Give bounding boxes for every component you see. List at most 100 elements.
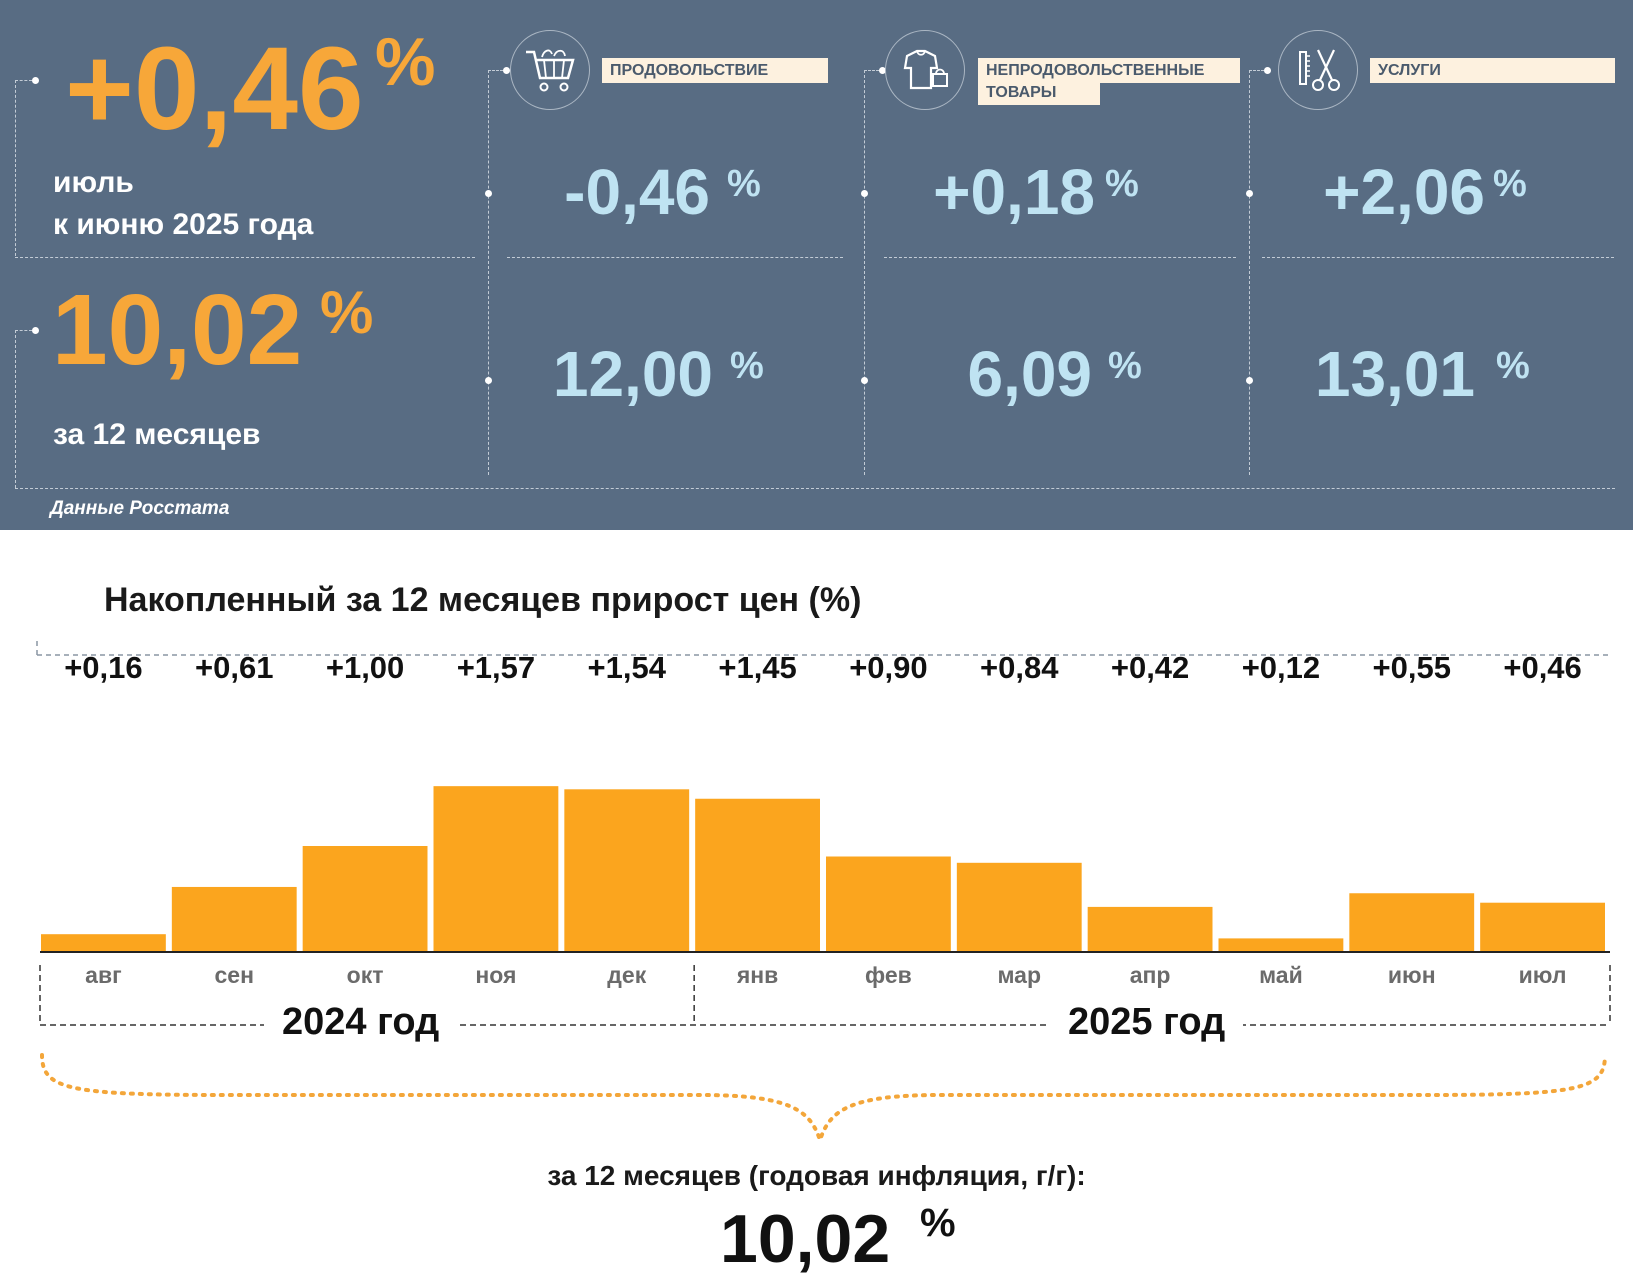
annual-footer-label: за 12 месяцев (годовая инфляция, г/г): bbox=[547, 1160, 1086, 1191]
bar-авг bbox=[41, 934, 166, 951]
marker-dot bbox=[1246, 190, 1253, 197]
value-label-апр: +0,42 bbox=[1111, 650, 1189, 685]
month-label-июл: июл bbox=[1519, 962, 1567, 988]
food-annual-unit: % bbox=[730, 345, 764, 387]
bars-group bbox=[41, 786, 1605, 951]
marker-dot bbox=[503, 67, 510, 74]
bar-сен bbox=[171, 886, 297, 951]
services-annual-value: 13,01 bbox=[1314, 338, 1475, 410]
value-label-авг: +0,16 bbox=[64, 650, 142, 685]
bar-фев bbox=[826, 856, 951, 951]
shopping-cart-icon bbox=[510, 30, 590, 110]
value-label-ноя: +1,57 bbox=[457, 650, 535, 685]
frame-line bbox=[488, 70, 503, 71]
category-label-services: УСЛУГИ bbox=[1370, 58, 1615, 83]
month-label-сен: сен bbox=[215, 962, 254, 988]
month-label-апр: апр bbox=[1130, 962, 1171, 988]
annual-brace bbox=[40, 1053, 1607, 1147]
bar-дек bbox=[564, 789, 690, 951]
frame-line bbox=[884, 257, 1236, 258]
monthly-inflation-bar-chart: +0,16 +0,61 +1,00 +1,57 +1,54 +1,45 +0,90 +0,84… bbox=[36, 640, 1611, 1147]
summary-panel: +0,46 % июль к июню 2025 года 10,02 % за… bbox=[0, 0, 1633, 530]
month-label-фев: фев bbox=[865, 962, 912, 988]
value-label-мар: +0,84 bbox=[980, 650, 1059, 685]
month-label-май: май bbox=[1259, 962, 1303, 988]
frame-line bbox=[864, 70, 879, 71]
frame-line bbox=[15, 330, 16, 488]
column-divider bbox=[488, 70, 489, 475]
marker-dot bbox=[32, 327, 39, 334]
marker-dot bbox=[861, 377, 868, 384]
bar-июл bbox=[1480, 902, 1605, 951]
frame-line bbox=[15, 257, 475, 258]
services-monthly-value: +2,06 bbox=[1323, 156, 1485, 228]
annual-inflation-unit: % bbox=[320, 279, 374, 346]
year-label-2025: 2025 год bbox=[1050, 1003, 1244, 1041]
value-label-май: +0,12 bbox=[1242, 650, 1320, 685]
chart-title: Накопленный за 12 месяцев прирост цен (%… bbox=[104, 581, 862, 619]
month-labels-group: авг сен окт ноя дек янв фев мар апр май июн июл bbox=[85, 962, 1566, 988]
monthly-caption-line1: июль bbox=[53, 166, 134, 199]
marker-dot bbox=[879, 67, 886, 74]
annual-footer-value: 10,02 bbox=[720, 1201, 891, 1277]
services-monthly-unit: % bbox=[1493, 163, 1527, 205]
column-divider bbox=[1249, 70, 1250, 475]
month-label-окт: окт bbox=[347, 962, 384, 988]
frame-line bbox=[15, 80, 32, 81]
monthly-inflation-unit: % bbox=[375, 24, 436, 100]
bar-май bbox=[1218, 938, 1344, 951]
category-label-nonfood: НЕПРОДОВОЛЬСТВЕННЫЕ bbox=[978, 58, 1240, 83]
frame-line bbox=[15, 330, 32, 331]
month-label-авг: авг bbox=[85, 962, 122, 988]
frame-line bbox=[15, 488, 1615, 489]
services-annual-unit: % bbox=[1496, 345, 1530, 387]
scissors-comb-icon bbox=[1278, 30, 1358, 110]
value-label-июл: +0,46 bbox=[1503, 650, 1581, 685]
bar-ноя bbox=[433, 786, 559, 951]
nonfood-annual-value: 6,09 bbox=[967, 338, 1092, 410]
month-label-мар: мар bbox=[997, 962, 1041, 988]
nonfood-monthly-unit: % bbox=[1105, 163, 1139, 205]
category-label-nonfood-line2-box: ТОВАРЫ bbox=[978, 80, 1100, 105]
marker-dot bbox=[1264, 67, 1271, 74]
marker-dot bbox=[485, 190, 492, 197]
value-label-фев: +0,90 bbox=[849, 650, 927, 685]
bar-мар bbox=[956, 862, 1082, 951]
value-label-июн: +0,55 bbox=[1373, 650, 1451, 685]
value-label-окт: +1,00 bbox=[326, 650, 404, 685]
category-label-food: ПРОДОВОЛЬСТВИЕ bbox=[602, 58, 828, 83]
nonfood-monthly-value: +0,18 bbox=[933, 156, 1095, 228]
food-annual-value: 12,00 bbox=[552, 338, 713, 410]
bar-апр bbox=[1087, 906, 1213, 951]
frame-line bbox=[15, 80, 16, 256]
value-label-дек: +1,54 bbox=[588, 650, 667, 685]
bar-окт bbox=[302, 846, 428, 951]
monthly-inflation-value: +0,46 bbox=[65, 23, 364, 155]
column-divider bbox=[864, 70, 865, 475]
year-label-2024: 2024 год bbox=[264, 1003, 458, 1041]
marker-dot bbox=[32, 77, 39, 84]
category-label-nonfood-line1: НЕПРОДОВОЛЬСТВЕННЫЕ bbox=[986, 62, 1205, 79]
bar-июн bbox=[1349, 893, 1475, 951]
marker-dot bbox=[1246, 377, 1253, 384]
frame-line bbox=[1262, 257, 1614, 258]
month-label-дек: дек bbox=[607, 962, 646, 988]
month-label-июн: июн bbox=[1388, 962, 1436, 988]
annual-inflation-value: 10,02 bbox=[52, 274, 303, 386]
value-label-сен: +0,61 bbox=[195, 650, 273, 685]
nonfood-annual-unit: % bbox=[1108, 345, 1142, 387]
bar-янв bbox=[695, 798, 820, 951]
marker-dot bbox=[485, 377, 492, 384]
marker-dot bbox=[861, 190, 868, 197]
clothes-bag-icon bbox=[885, 30, 965, 110]
annual-caption: за 12 месяцев bbox=[53, 418, 261, 451]
annual-footer-unit: % bbox=[920, 1201, 956, 1245]
monthly-caption-line2: к июню 2025 года bbox=[53, 208, 314, 241]
food-monthly-unit: % bbox=[727, 163, 761, 205]
month-label-янв: янв bbox=[736, 962, 778, 988]
value-labels-group: +0,16 +0,61 +1,00 +1,57 +1,54 +1,45 +0,90 +0,84… bbox=[64, 650, 1582, 685]
frame-line bbox=[1249, 70, 1264, 71]
frame-line bbox=[507, 257, 843, 258]
food-monthly-value: -0,46 bbox=[564, 156, 710, 228]
value-label-янв: +1,45 bbox=[718, 650, 796, 685]
